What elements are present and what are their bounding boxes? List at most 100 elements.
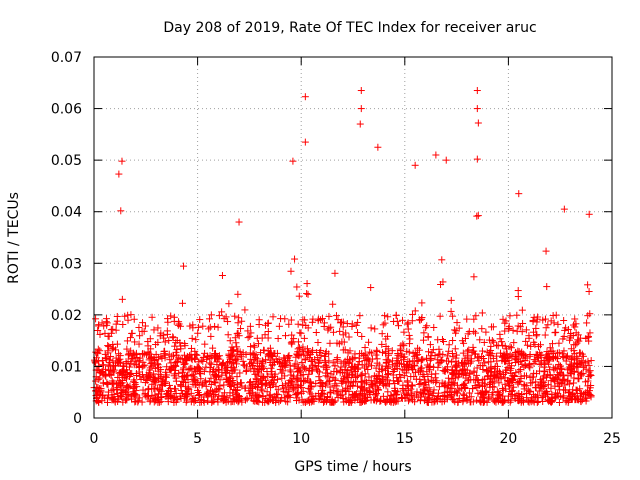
data-point [559,394,567,402]
data-point [523,341,531,349]
data-point [430,386,438,394]
data-point [275,322,283,330]
data-point [513,356,521,364]
data-point [488,337,496,345]
data-point [119,398,127,406]
data-point [258,334,266,342]
data-point [498,399,506,407]
data-point [574,368,582,376]
data-point [493,341,501,349]
data-point [577,360,585,368]
data-point [544,321,552,329]
data-point [438,357,446,365]
data-point [138,327,146,335]
data-point [513,327,521,335]
data-point [179,372,187,380]
plot-frame [93,56,613,419]
data-point [394,377,402,385]
data-point [395,322,403,330]
data-point [286,366,294,374]
data-point [214,323,222,331]
data-point [259,358,267,366]
data-point [514,322,522,330]
data-point [356,392,364,400]
data-point [527,342,535,350]
data-point [249,391,257,399]
x-tick-labels: 0 5 10 15 20 25 [90,431,621,447]
data-point [439,391,447,399]
data-point [356,120,364,128]
data-point [404,319,412,327]
data-point [449,337,457,345]
data-point [584,332,592,340]
data-point [566,388,574,396]
data-point [133,372,141,380]
data-point [308,357,316,365]
data-point [400,356,408,364]
data-point [252,376,260,384]
data-point [345,333,353,341]
data-point [443,393,451,401]
data-point [390,317,398,325]
data-point [574,375,582,383]
data-point [559,376,567,384]
data-point [304,384,312,392]
data-point [176,339,184,347]
data-point [171,342,179,350]
data-point [133,353,141,361]
data-point [465,346,473,354]
data-point [470,273,478,281]
data-point [242,350,250,358]
data-point [460,391,468,399]
data-point [325,377,333,385]
data-point [322,396,330,404]
data-point [107,326,115,334]
data-point [548,340,556,348]
data-point [144,392,152,400]
data-point [404,378,412,386]
data-point [493,357,501,365]
data-point [505,382,513,390]
data-point [406,360,414,368]
data-point [264,320,272,328]
data-point [189,370,197,378]
data-point [399,381,407,389]
y-tick-label: 0.04 [51,205,82,221]
data-point [105,370,113,378]
data-point [194,386,202,394]
data-point [542,392,550,400]
data-point [294,348,302,356]
data-point [405,397,413,405]
data-point [381,397,389,405]
data-point [505,359,513,367]
data-point [413,391,421,399]
data-point [152,397,160,405]
data-point [547,317,555,325]
data-point [153,360,161,368]
data-point [541,381,549,389]
data-point [143,375,151,383]
data-point [215,392,223,400]
data-point [144,342,152,350]
data-point [418,299,426,307]
data-point [216,376,224,384]
data-point [470,347,478,355]
data-point [401,363,409,371]
data-point [344,349,352,357]
data-point [233,386,241,394]
data-point [292,353,300,361]
data-point [490,338,498,346]
data-point [309,346,317,354]
data-point [455,386,463,394]
data-point [333,355,341,363]
data-point [406,395,414,403]
data-point [199,322,207,330]
data-point [376,376,384,384]
data-point [239,349,247,357]
data-point [146,396,154,404]
data-point [238,317,246,325]
data-point [305,349,313,357]
data-point [195,364,203,372]
data-point [296,366,304,374]
data-point [185,366,193,374]
